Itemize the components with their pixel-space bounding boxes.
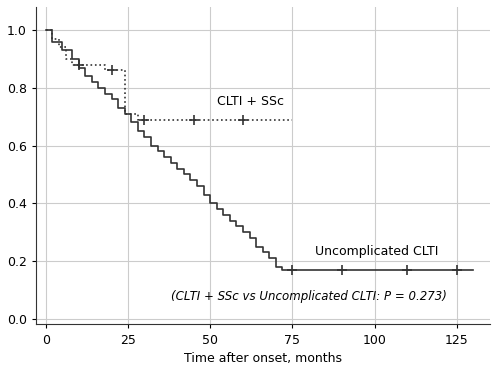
Text: Uncomplicated CLTI: Uncomplicated CLTI xyxy=(316,245,438,258)
X-axis label: Time after onset, months: Time after onset, months xyxy=(184,352,342,365)
Text: (CLTI + SSc vs Uncomplicated CLTI: P = 0.273): (CLTI + SSc vs Uncomplicated CLTI: P = 0… xyxy=(170,290,446,303)
Text: CLTI + SSc: CLTI + SSc xyxy=(216,95,284,108)
